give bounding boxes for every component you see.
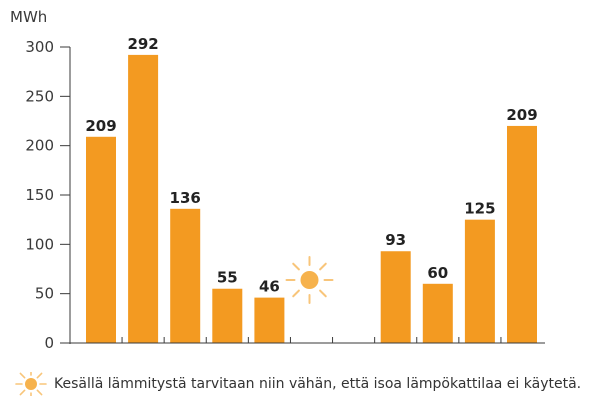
data-labels: 209 292 136 55 46 93 60 125 209 (85, 35, 537, 296)
sun-ray (19, 372, 26, 379)
bar (464, 219, 495, 343)
y-tick-label: 0 (44, 334, 54, 352)
bar (86, 136, 116, 343)
bar (212, 288, 243, 343)
footnote: Kesällä lämmitystä tarvitaan niin vähän,… (14, 372, 581, 396)
sun-ray (319, 262, 327, 271)
y-tick-label: 200 (25, 137, 54, 155)
y-axis: 0 50 100 150 200 250 300 (25, 38, 71, 352)
footnote-text: Kesällä lämmitystä tarvitaan niin vähän,… (54, 376, 582, 392)
sun-ray (36, 389, 43, 396)
data-label: 209 (506, 106, 537, 124)
data-label: 292 (127, 35, 158, 53)
bar-series (70, 54, 545, 344)
data-label: 46 (259, 278, 280, 296)
data-label: 93 (385, 231, 406, 249)
y-tick-label: 150 (25, 186, 54, 204)
bar (170, 208, 201, 343)
bar (380, 251, 411, 343)
y-tick-label: 250 (25, 87, 54, 105)
data-label: 125 (464, 200, 495, 218)
y-tick-label: 100 (25, 235, 54, 253)
y-tick-label: 300 (25, 38, 54, 56)
sun-disc (25, 378, 37, 390)
data-label: 60 (427, 264, 448, 282)
bar (254, 297, 285, 343)
bar-chart: MWh 0 50 100 150 200 250 300 209 292 136 55 46 93 60… (10, 8, 545, 352)
data-label: 55 (217, 269, 238, 287)
bar (128, 54, 159, 343)
y-axis-unit: MWh (10, 8, 47, 26)
sun-icon (15, 372, 47, 396)
sun-ray (292, 289, 300, 298)
y-tick-label: 50 (35, 285, 54, 303)
bar (422, 283, 453, 343)
sun-disc (300, 271, 319, 289)
chart-icons (285, 256, 334, 304)
sun-ray (19, 389, 26, 396)
sun-ray (292, 262, 300, 271)
sun-ray (319, 289, 327, 298)
bar (507, 125, 537, 343)
sun-icon (15, 372, 47, 396)
sun-icon (285, 256, 334, 304)
sun-ray (36, 372, 43, 379)
data-label: 136 (170, 189, 201, 207)
data-label: 209 (85, 117, 116, 135)
